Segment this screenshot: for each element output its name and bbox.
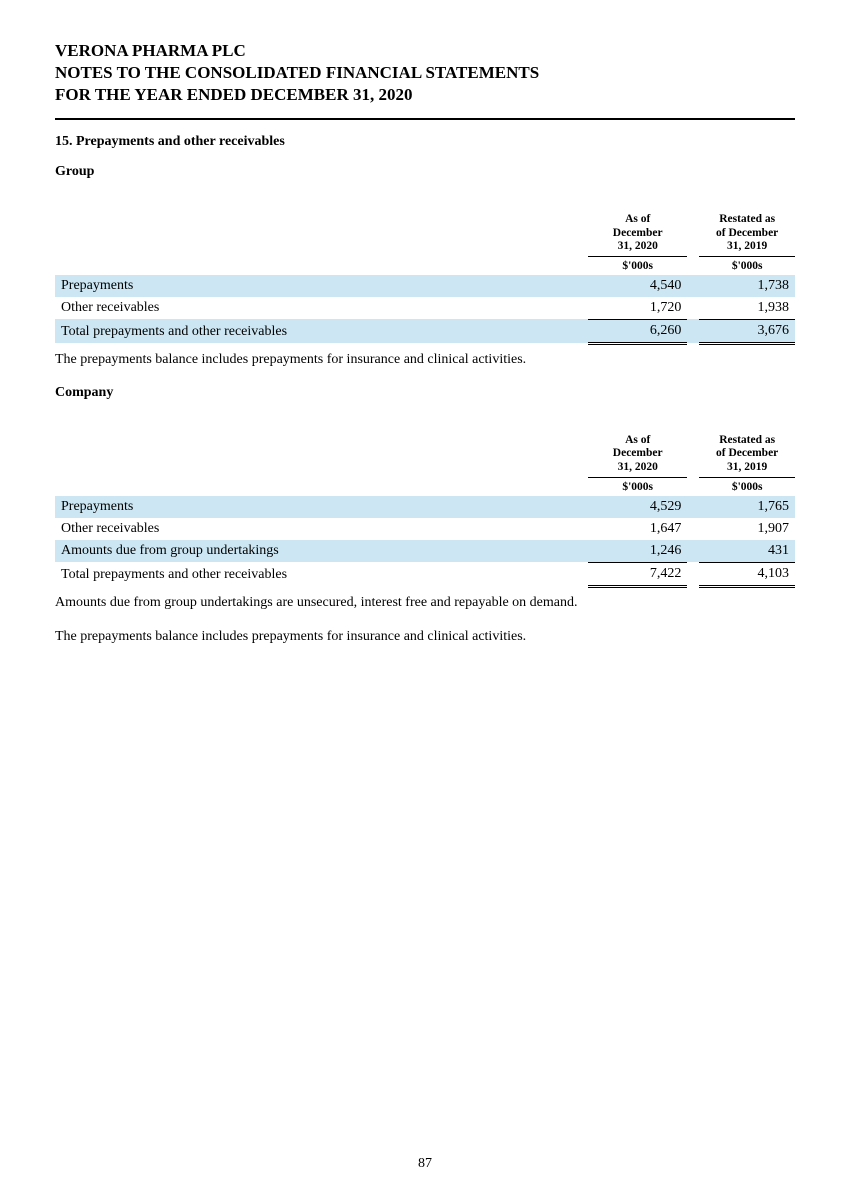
table-total-row: Total prepayments and other receivables … <box>55 319 795 343</box>
row-value: 1,246 <box>588 540 687 563</box>
table-header-row: As of December 31, 2020 Restated as of D… <box>55 431 795 477</box>
table-row: Prepayments 4,529 1,765 <box>55 496 795 518</box>
page-number: 87 <box>0 1156 850 1172</box>
row-label: Other receivables <box>55 518 588 540</box>
row-label: Other receivables <box>55 297 588 320</box>
row-value: 3,676 <box>699 319 795 343</box>
table-row: Prepayments 4,540 1,738 <box>55 275 795 297</box>
row-value: 7,422 <box>588 562 687 586</box>
table-total-row: Total prepayments and other receivables … <box>55 562 795 586</box>
company-footnote: The prepayments balance includes prepaym… <box>55 628 795 646</box>
column-header: As of December 31, 2020 <box>588 431 687 477</box>
table-header-row: As of December 31, 2020 Restated as of D… <box>55 210 795 256</box>
column-header: As of December 31, 2020 <box>588 210 687 256</box>
company-footnote: Amounts due from group undertakings are … <box>55 594 795 612</box>
row-value: 1,720 <box>588 297 687 320</box>
row-value: 1,765 <box>699 496 795 518</box>
table-row: Other receivables 1,720 1,938 <box>55 297 795 320</box>
row-value: 431 <box>699 540 795 563</box>
row-value: 4,529 <box>588 496 687 518</box>
table-row: Other receivables 1,647 1,907 <box>55 518 795 540</box>
company-table: As of December 31, 2020 Restated as of D… <box>55 431 795 588</box>
row-value: 1,938 <box>699 297 795 320</box>
row-value: 4,540 <box>588 275 687 297</box>
unit-label: $'000s <box>588 477 687 496</box>
row-value: 1,738 <box>699 275 795 297</box>
group-table: As of December 31, 2020 Restated as of D… <box>55 210 795 345</box>
header-rule <box>55 118 795 120</box>
header-line: FOR THE YEAR ENDED DECEMBER 31, 2020 <box>55 84 795 106</box>
table-unit-row: $'000s $'000s <box>55 477 795 496</box>
group-footnote: The prepayments balance includes prepaym… <box>55 351 795 369</box>
row-value: 4,103 <box>699 562 795 586</box>
unit-label: $'000s <box>588 256 687 275</box>
report-header: VERONA PHARMA PLC NOTES TO THE CONSOLIDA… <box>55 40 795 106</box>
unit-label: $'000s <box>699 477 795 496</box>
row-value: 1,907 <box>699 518 795 540</box>
row-value: 1,647 <box>588 518 687 540</box>
note-title: 15. Prepayments and other receivables <box>55 134 795 150</box>
section-label-group: Group <box>55 164 795 180</box>
table-row: Amounts due from group undertakings 1,24… <box>55 540 795 563</box>
row-label: Total prepayments and other receivables <box>55 319 588 343</box>
table-unit-row: $'000s $'000s <box>55 256 795 275</box>
column-header: Restated as of December 31, 2019 <box>699 431 795 477</box>
row-value: 6,260 <box>588 319 687 343</box>
header-line: NOTES TO THE CONSOLIDATED FINANCIAL STAT… <box>55 62 795 84</box>
column-header: Restated as of December 31, 2019 <box>699 210 795 256</box>
row-label: Amounts due from group undertakings <box>55 540 588 563</box>
section-label-company: Company <box>55 385 795 401</box>
row-label: Total prepayments and other receivables <box>55 562 588 586</box>
row-label: Prepayments <box>55 496 588 518</box>
header-line: VERONA PHARMA PLC <box>55 40 795 62</box>
row-label: Prepayments <box>55 275 588 297</box>
unit-label: $'000s <box>699 256 795 275</box>
